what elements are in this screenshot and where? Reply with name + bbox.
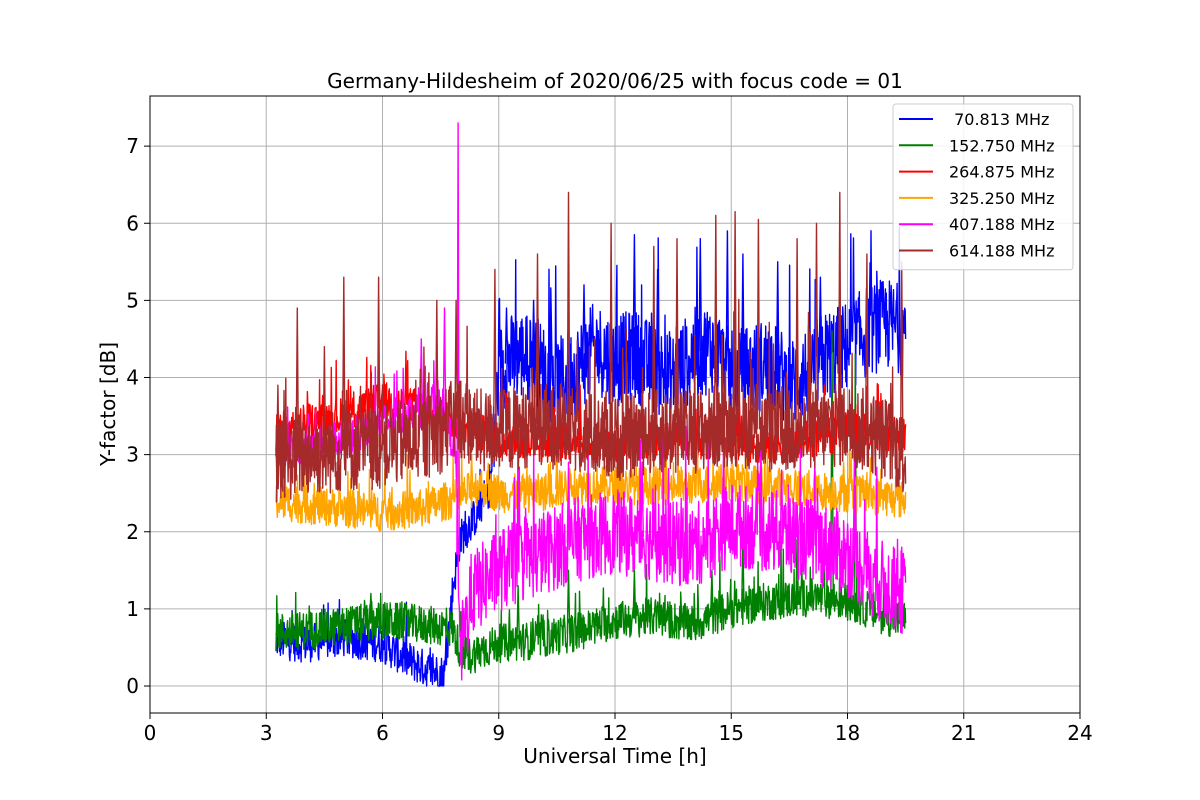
legend: 70.813 MHz 152.750 MHz 264.875 MHz 325.250 … <box>892 103 1074 271</box>
y-tick-label: 5 <box>126 288 139 312</box>
x-tick-label: 24 <box>1067 721 1092 745</box>
x-tick-label: 18 <box>835 721 860 745</box>
y-tick-label: 2 <box>126 520 139 544</box>
series-line <box>275 191 907 503</box>
x-tick-label: 15 <box>719 721 744 745</box>
legend-label: 70.813 MHz <box>949 110 1049 129</box>
x-tick-label: 9 <box>492 721 505 745</box>
series-line <box>275 226 907 687</box>
legend-box <box>892 103 1074 271</box>
series-line <box>275 122 907 681</box>
x-axis-label: Universal Time [h] <box>523 744 706 768</box>
legend-label: 407.188 MHz <box>949 215 1054 234</box>
y-tick-label: 0 <box>126 674 139 698</box>
series-layer <box>275 122 907 687</box>
y-tick-label: 3 <box>126 443 139 467</box>
y-tick-label: 6 <box>126 211 139 235</box>
y-tick-label: 4 <box>126 366 139 390</box>
legend-label: 614.188 MHz <box>949 242 1054 261</box>
x-tick-label: 0 <box>144 721 157 745</box>
legend-label: 152.750 MHz <box>949 136 1054 155</box>
x-tick-label: 21 <box>951 721 976 745</box>
x-tick-label: 3 <box>260 721 273 745</box>
y-tick-label: 1 <box>126 597 139 621</box>
legend-label: 264.875 MHz <box>949 163 1054 182</box>
y-tick-label: 7 <box>126 134 139 158</box>
legend-label: 325.250 MHz <box>949 189 1054 208</box>
x-tick-label: 6 <box>376 721 389 745</box>
chart-title: Germany-Hildesheim of 2020/06/25 with fo… <box>327 69 903 93</box>
x-tick-label: 12 <box>602 721 627 745</box>
y-axis-label: Y-factor [dB] <box>96 342 120 467</box>
